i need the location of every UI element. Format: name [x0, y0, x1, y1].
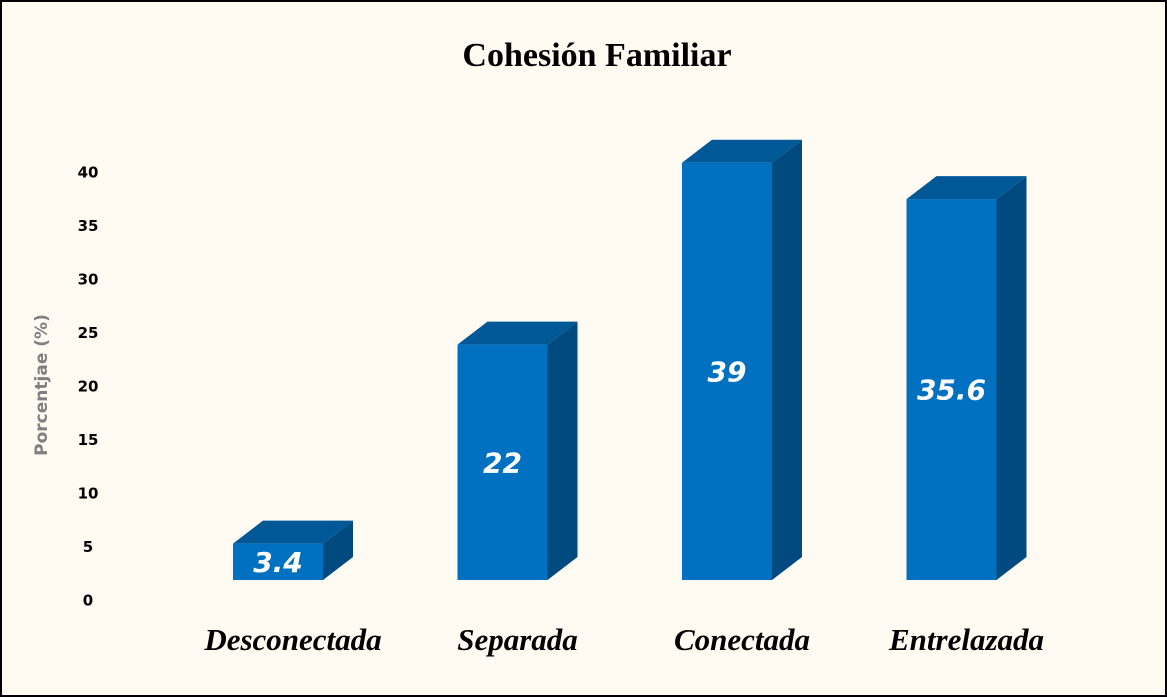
bar-side	[996, 176, 1027, 580]
value-label: 22	[483, 446, 522, 479]
x-tick-label: Desconectada	[203, 622, 381, 657]
y-tick-label: 15	[78, 431, 99, 449]
bar-side	[772, 139, 802, 580]
y-tick-label: 20	[78, 378, 99, 396]
y-tick-label: 40	[78, 164, 99, 182]
bar-top	[906, 176, 1027, 200]
x-tick-label: Entrelazada	[888, 622, 1044, 657]
bar-top	[457, 321, 578, 345]
y-tick-label: 25	[78, 324, 99, 342]
bar-side	[323, 520, 353, 580]
value-label: 39	[708, 355, 747, 388]
bar	[233, 543, 323, 580]
y-tick-label: 10	[78, 485, 99, 503]
chart-title: Cohesión Familiar	[462, 37, 731, 74]
bar-top	[233, 520, 353, 544]
bar	[906, 199, 997, 580]
x-tick-label: Separada	[457, 622, 578, 657]
y-axis-label: Porcentjae (%)	[32, 314, 52, 456]
y-tick-label: 5	[83, 538, 93, 556]
y-tick-label: 35	[78, 217, 99, 235]
bar	[457, 344, 548, 580]
bar-top	[682, 139, 802, 163]
y-tick-label: 0	[83, 592, 93, 610]
value-label: 35.6	[917, 374, 986, 407]
bar	[682, 162, 772, 580]
value-label: 3.4	[253, 546, 303, 579]
x-tick-label: Conectada	[674, 622, 810, 657]
bar-side	[547, 321, 578, 580]
y-tick-label: 30	[78, 271, 99, 289]
